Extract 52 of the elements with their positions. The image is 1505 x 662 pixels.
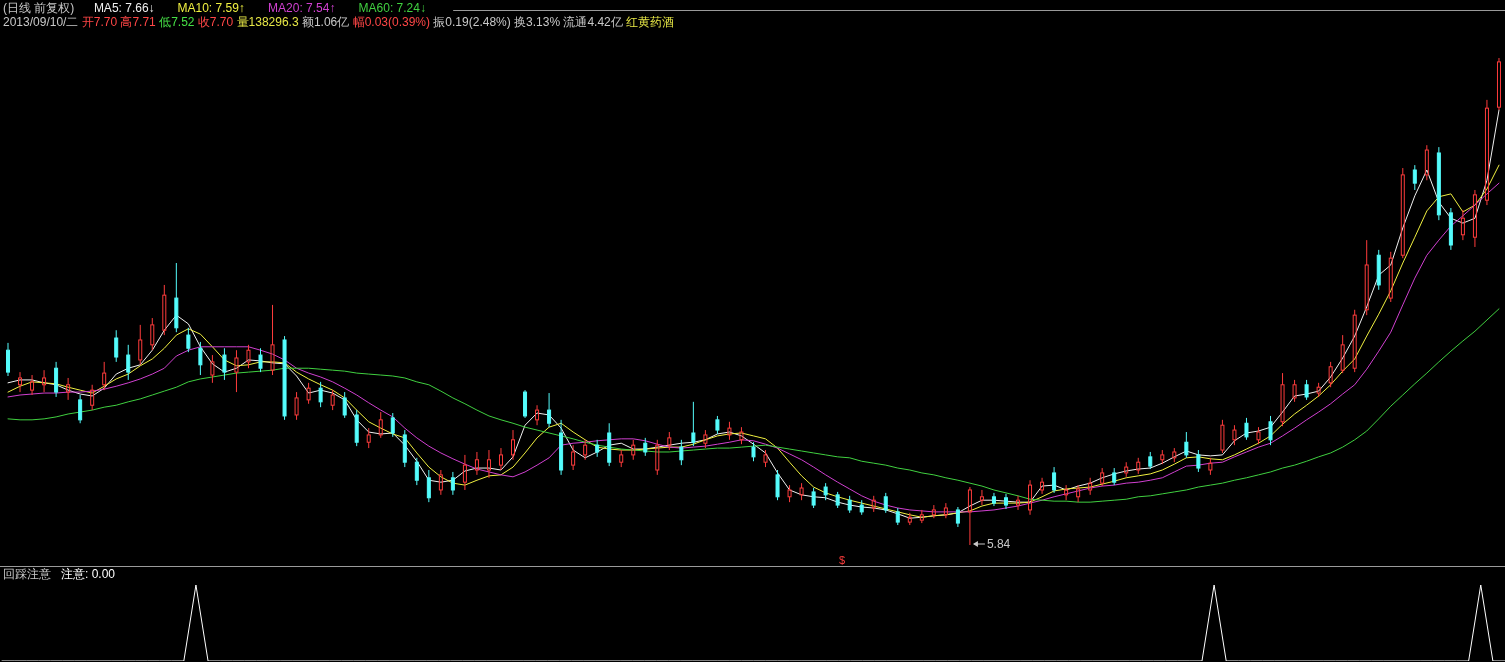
- candlestick: [979, 489, 984, 506]
- candlestick: [511, 429, 516, 461]
- text: MA5: 7.66↓: [93, 1, 155, 15]
- text: MA10: 7.59↑: [177, 1, 245, 15]
- candlestick: [1484, 99, 1489, 206]
- candlestick: [1064, 484, 1069, 501]
- candlestick: [66, 377, 71, 401]
- candlestick: [955, 506, 960, 528]
- candlestick: [498, 447, 503, 471]
- candlestick: [78, 394, 83, 424]
- candlestick: [535, 404, 540, 426]
- candlestick: [1016, 495, 1021, 511]
- candlestick: [1040, 477, 1045, 495]
- candlestick: [198, 341, 203, 376]
- candlestick: [318, 381, 323, 408]
- candlestick: [1003, 493, 1008, 510]
- candlestick: [1052, 466, 1057, 494]
- candlestick: [1436, 146, 1441, 221]
- candlestick: [943, 502, 948, 519]
- candlestick: [6, 342, 10, 377]
- candlestick: [54, 361, 59, 398]
- candlestick: [1496, 58, 1501, 111]
- text: MA60: 7.24↓: [358, 1, 426, 15]
- text: 2013/09/10/二 开7.70 高7.71 低7.52 收7.70 量138296.3 额1.06亿 幅0.03(0.39%) 振0.19(2.48%) 换3.13% 流通4.42亿 红黄药酒: [3, 15, 675, 29]
- candlestick: [1076, 484, 1081, 503]
- candlestick: [547, 392, 552, 428]
- candlestick: [102, 361, 107, 391]
- candlestick: [1280, 372, 1285, 427]
- candlestick: [559, 419, 564, 476]
- candlestick: [1472, 189, 1477, 248]
- candlestick: [486, 449, 491, 479]
- text: $: [838, 554, 846, 566]
- candlestick: [474, 451, 479, 476]
- candlestick: [462, 454, 467, 491]
- candlestick: [30, 374, 35, 396]
- candlestick: [1028, 479, 1033, 516]
- candlestick: [991, 492, 996, 507]
- candlestick: [450, 471, 455, 496]
- annotation: 5.84: [986, 537, 1011, 551]
- candlestick: [42, 369, 47, 393]
- text: MA20: 7.54↑: [268, 1, 336, 15]
- candlestick: [1448, 207, 1453, 251]
- chart-title: 回踩注意: [3, 567, 51, 581]
- candlestick: [571, 444, 576, 471]
- chart-title: (日线 前复权): [3, 1, 75, 15]
- candlestick: [1460, 209, 1465, 241]
- candlestick: [1364, 239, 1369, 316]
- text: 注意: 0.00: [61, 567, 116, 581]
- candlestick: [18, 371, 23, 393]
- candlestick: [438, 469, 443, 496]
- candlestick: [523, 389, 528, 419]
- candlestick: [174, 262, 179, 333]
